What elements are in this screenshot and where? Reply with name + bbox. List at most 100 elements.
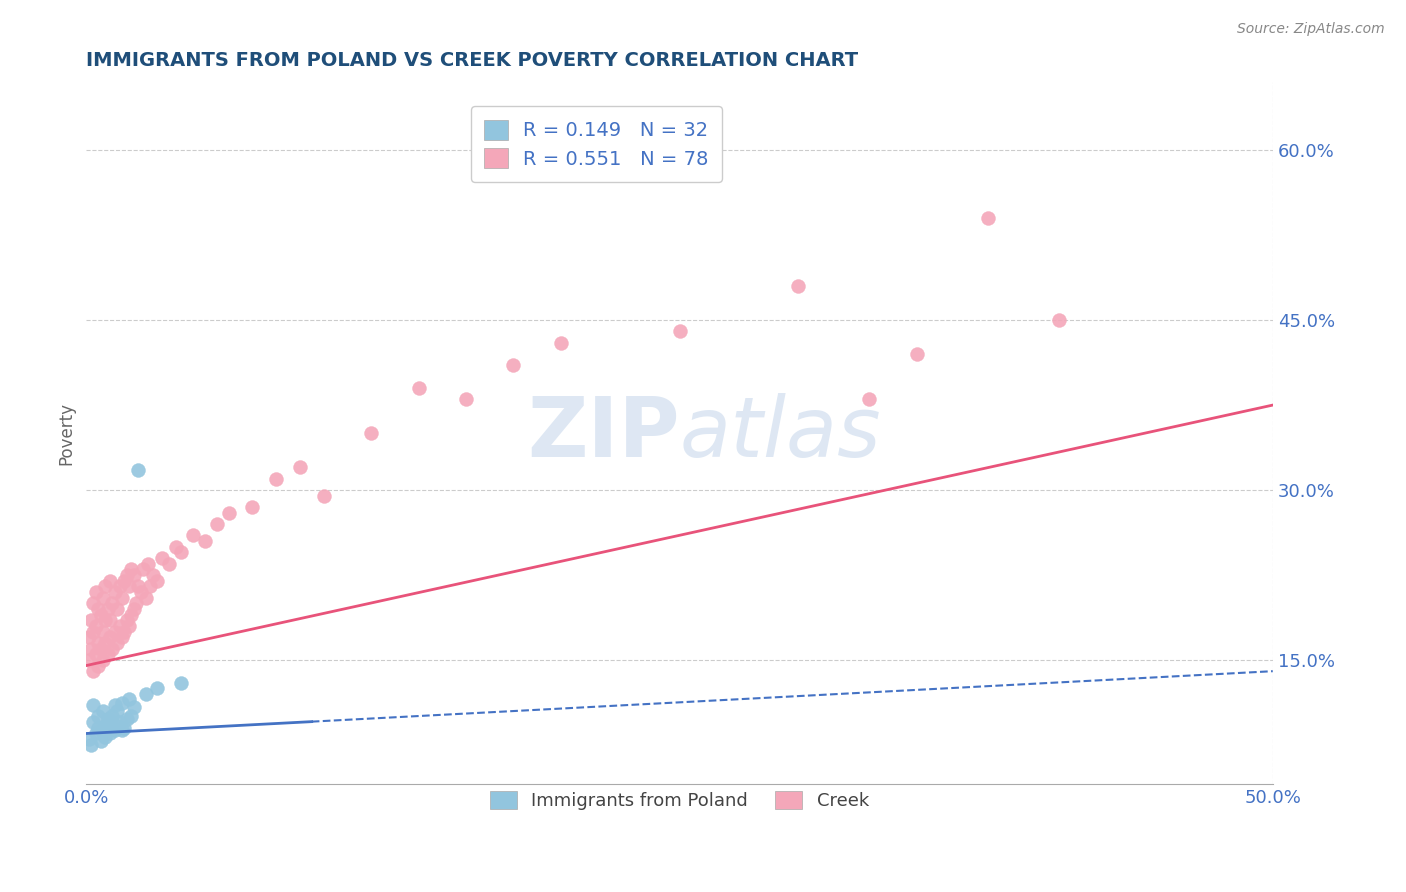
Point xyxy=(242,500,264,514)
Point xyxy=(80,738,103,752)
Point xyxy=(150,551,173,566)
Point xyxy=(112,574,135,588)
Point xyxy=(111,696,134,710)
Point xyxy=(101,596,124,610)
Point xyxy=(105,704,128,718)
Point xyxy=(91,624,114,639)
Point xyxy=(87,709,110,723)
Point xyxy=(94,613,117,627)
Point xyxy=(118,692,141,706)
Point xyxy=(94,579,117,593)
Point xyxy=(118,579,141,593)
Point xyxy=(98,630,121,644)
Point xyxy=(105,602,128,616)
Point xyxy=(98,726,121,740)
Point xyxy=(668,325,690,339)
Point xyxy=(104,698,127,713)
Point xyxy=(122,700,145,714)
Point xyxy=(181,528,204,542)
Point xyxy=(94,718,117,732)
Point xyxy=(84,726,107,740)
Point xyxy=(1047,313,1070,327)
Point xyxy=(108,715,131,730)
Point xyxy=(288,460,311,475)
Point xyxy=(360,426,382,441)
Point xyxy=(858,392,880,407)
Point xyxy=(108,579,131,593)
Point xyxy=(111,630,134,644)
Text: atlas: atlas xyxy=(679,392,882,474)
Point xyxy=(101,709,124,723)
Point xyxy=(104,723,127,737)
Point xyxy=(104,585,127,599)
Point xyxy=(104,624,127,639)
Point xyxy=(82,624,104,639)
Y-axis label: Poverty: Poverty xyxy=(58,402,75,465)
Point xyxy=(82,698,104,713)
Point xyxy=(97,647,120,661)
Point xyxy=(80,641,103,656)
Point xyxy=(82,664,104,678)
Point xyxy=(91,704,114,718)
Point xyxy=(128,579,150,593)
Point xyxy=(170,545,193,559)
Point xyxy=(128,462,150,476)
Point xyxy=(905,347,928,361)
Point xyxy=(98,574,121,588)
Point xyxy=(94,730,117,744)
Point xyxy=(87,636,110,650)
Point xyxy=(105,718,128,732)
Point xyxy=(91,653,114,667)
Point xyxy=(454,392,477,407)
Point xyxy=(105,636,128,650)
Point xyxy=(125,596,148,610)
Point xyxy=(111,591,134,605)
Point xyxy=(166,540,188,554)
Text: ZIP: ZIP xyxy=(527,392,679,474)
Point xyxy=(118,619,141,633)
Point xyxy=(132,562,155,576)
Point xyxy=(77,732,100,747)
Point xyxy=(98,715,121,730)
Point xyxy=(139,579,162,593)
Point xyxy=(89,734,111,748)
Point xyxy=(408,381,430,395)
Point xyxy=(120,709,142,723)
Point xyxy=(84,585,107,599)
Point xyxy=(111,723,134,737)
Point xyxy=(977,211,1000,226)
Point xyxy=(87,721,110,735)
Point xyxy=(122,568,145,582)
Point xyxy=(108,619,131,633)
Point xyxy=(84,647,107,661)
Text: IMMIGRANTS FROM POLAND VS CREEK POVERTY CORRELATION CHART: IMMIGRANTS FROM POLAND VS CREEK POVERTY … xyxy=(86,51,859,70)
Point xyxy=(112,721,135,735)
Point xyxy=(135,687,157,701)
Point xyxy=(89,641,111,656)
Point xyxy=(87,658,110,673)
Point xyxy=(120,562,142,576)
Point xyxy=(146,574,169,588)
Point xyxy=(205,516,228,531)
Point xyxy=(550,335,572,350)
Point xyxy=(94,636,117,650)
Point xyxy=(264,472,287,486)
Point xyxy=(120,607,142,622)
Legend: Immigrants from Poland, Creek: Immigrants from Poland, Creek xyxy=(475,776,883,824)
Point xyxy=(135,591,157,605)
Point xyxy=(122,602,145,616)
Point xyxy=(115,712,138,726)
Point xyxy=(91,723,114,737)
Point xyxy=(218,506,240,520)
Point xyxy=(115,613,138,627)
Point xyxy=(84,619,107,633)
Point xyxy=(312,489,335,503)
Point xyxy=(87,602,110,616)
Point xyxy=(112,624,135,639)
Point xyxy=(136,557,159,571)
Point xyxy=(89,607,111,622)
Point xyxy=(157,557,180,571)
Point xyxy=(142,568,165,582)
Point xyxy=(194,533,217,548)
Point xyxy=(101,641,124,656)
